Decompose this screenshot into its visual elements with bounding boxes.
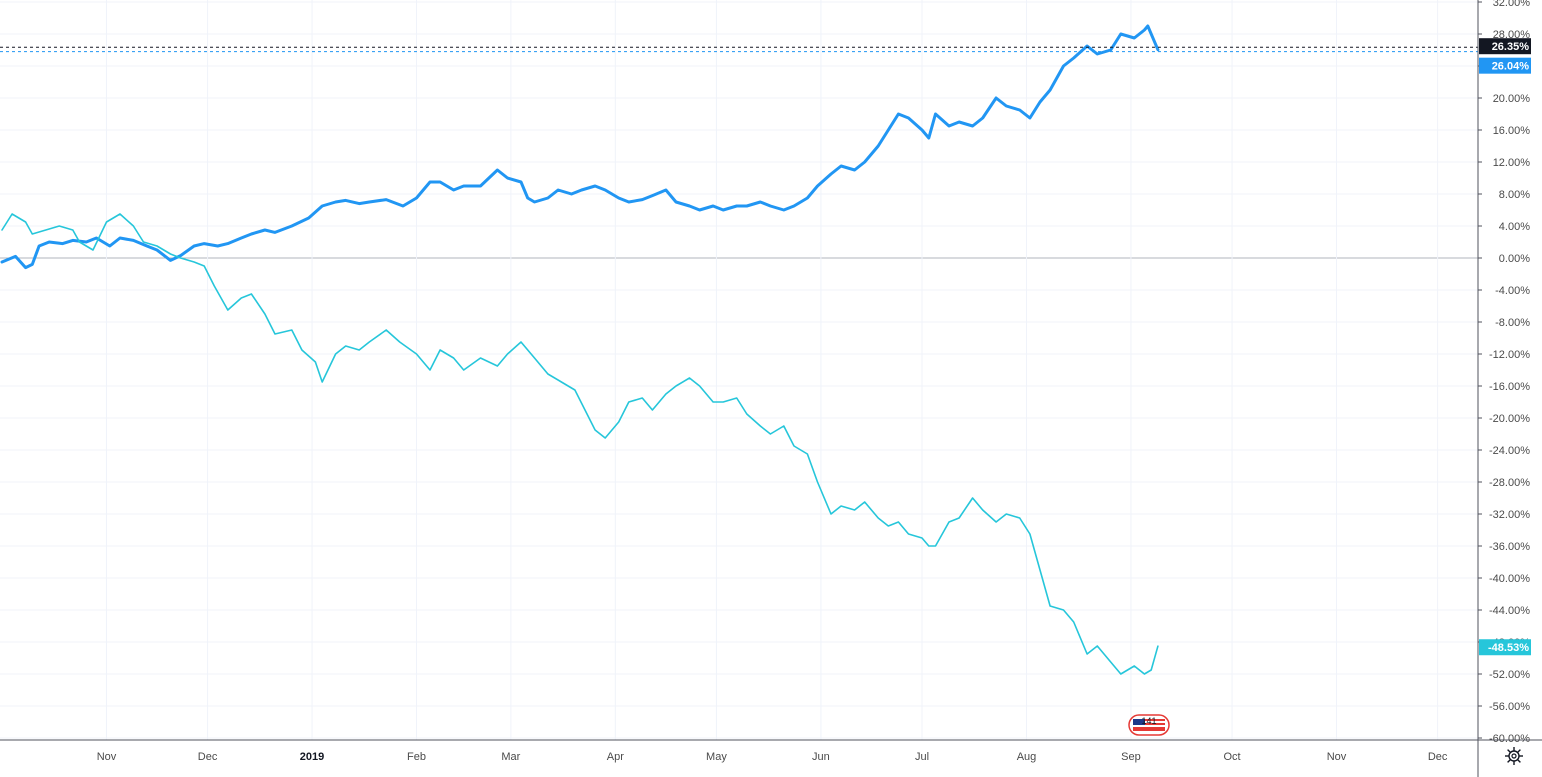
y-tick-label: -36.00%	[1489, 541, 1530, 553]
y-tick-label: 12.00%	[1493, 157, 1531, 169]
event-count: 141	[1141, 716, 1156, 726]
y-tick-label: 32.00%	[1493, 0, 1531, 9]
y-tick-label: 4.00%	[1499, 221, 1530, 233]
x-tick-label: Mar	[501, 751, 520, 763]
y-tick-label: 16.00%	[1493, 125, 1531, 137]
series-last-value-label: -48.53%	[1479, 639, 1531, 656]
x-tick-label: Apr	[607, 751, 624, 763]
gear-icon	[1505, 747, 1523, 765]
y-tick-label: -8.00%	[1495, 317, 1530, 329]
y-tick-label: 28.00%	[1493, 29, 1531, 41]
y-tick-label: 8.00%	[1499, 189, 1530, 201]
series-last-value-label: 26.04%	[1479, 57, 1531, 74]
y-tick-label: -52.00%	[1489, 669, 1530, 681]
x-tick-label: Feb	[407, 751, 426, 763]
svg-text:26.04%: 26.04%	[1492, 61, 1530, 73]
y-tick-label: -20.00%	[1489, 413, 1530, 425]
y-tick-label: -12.00%	[1489, 349, 1530, 361]
y-tick-label: -4.00%	[1495, 285, 1530, 297]
y-tick-label: 0.00%	[1499, 253, 1530, 265]
x-tick-label: Jun	[812, 751, 830, 763]
price-lines	[0, 46, 1478, 53]
us-flag-icon: 141	[1128, 714, 1170, 736]
series-line-1[interactable]	[1, 213, 1159, 675]
us-flag-event-badge[interactable]: 141	[1128, 714, 1170, 736]
x-tick-label: Dec	[1428, 751, 1448, 763]
x-tick-label: Nov	[1327, 751, 1347, 763]
y-tick-label: -24.00%	[1489, 445, 1530, 457]
x-tick-label: Aug	[1017, 751, 1037, 763]
x-tick-label: Dec	[198, 751, 218, 763]
y-tick-label: -16.00%	[1489, 381, 1530, 393]
x-tick-label: Nov	[97, 751, 117, 763]
y-tick-label: -32.00%	[1489, 509, 1530, 521]
price-axis[interactable]: 32.00%28.00%24.00%20.00%16.00%12.00%8.00…	[1477, 0, 1531, 777]
series-layer	[0, 24, 1160, 675]
y-tick-label: 20.00%	[1493, 93, 1531, 105]
y-tick-label: -60.00%	[1489, 733, 1530, 745]
chart-settings-button[interactable]	[1503, 745, 1525, 767]
x-tick-label: Jul	[915, 751, 929, 763]
x-tick-label: 2019	[300, 751, 324, 763]
y-tick-label: -44.00%	[1489, 605, 1530, 617]
chart-grid	[0, 0, 1478, 740]
y-tick-label: -40.00%	[1489, 573, 1530, 585]
svg-text:26.35%: 26.35%	[1492, 41, 1530, 53]
price-line-label: 26.35%	[1479, 38, 1531, 55]
series-line-0[interactable]	[0, 24, 1160, 270]
y-tick-label: -28.00%	[1489, 477, 1530, 489]
x-tick-label: Oct	[1223, 751, 1240, 763]
time-axis[interactable]: Nov Dec 2019 Feb Mar Apr May Jun Jul Aug Sep Oct Nov…	[0, 739, 1542, 763]
svg-text:-48.53%: -48.53%	[1488, 642, 1529, 654]
x-tick-label: May	[706, 751, 727, 763]
y-tick-label: -56.00%	[1489, 701, 1530, 713]
x-tick-label: Sep	[1121, 751, 1141, 763]
